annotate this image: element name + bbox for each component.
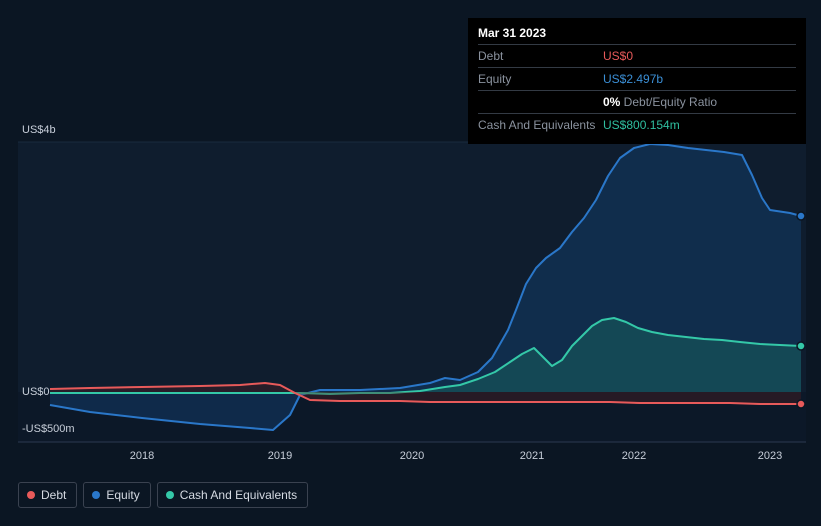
legend-item-debt[interactable]: Debt bbox=[18, 482, 77, 508]
x-axis-label: 2023 bbox=[758, 450, 782, 462]
legend-label: Cash And Equivalents bbox=[180, 488, 297, 502]
tooltip-row-ratio: 0% Debt/Equity Ratio bbox=[478, 90, 796, 113]
x-axis-label: 2018 bbox=[130, 450, 154, 462]
tooltip-value-debt: US$0 bbox=[603, 48, 796, 64]
tooltip-label-cash: Cash And Equivalents bbox=[478, 117, 603, 133]
chart-legend: Debt Equity Cash And Equivalents bbox=[18, 482, 308, 508]
x-axis-label: 2021 bbox=[520, 450, 544, 462]
legend-dot-icon bbox=[92, 491, 100, 499]
tooltip-row-debt: Debt US$0 bbox=[478, 44, 796, 67]
y-axis-label: -US$500m bbox=[22, 423, 75, 435]
tooltip-row-equity: Equity US$2.497b bbox=[478, 67, 796, 90]
series-end-marker-debt bbox=[797, 400, 805, 408]
chart-tooltip: Mar 31 2023 Debt US$0 Equity US$2.497b 0… bbox=[468, 18, 806, 144]
legend-dot-icon bbox=[27, 491, 35, 499]
y-axis-label: US$4b bbox=[22, 124, 56, 136]
legend-dot-icon bbox=[166, 491, 174, 499]
financial-history-chart: US$4b US$0 -US$500m 2018 2019 2020 2021 2022 20… bbox=[0, 0, 821, 526]
x-axis-label: 2019 bbox=[268, 450, 292, 462]
x-axis-label: 2020 bbox=[400, 450, 424, 462]
tooltip-label-debt: Debt bbox=[478, 48, 603, 64]
tooltip-label-equity: Equity bbox=[478, 71, 603, 87]
tooltip-value-equity: US$2.497b bbox=[603, 71, 796, 87]
tooltip-value-ratio: 0% Debt/Equity Ratio bbox=[603, 94, 796, 110]
tooltip-row-cash: Cash And Equivalents US$800.154m bbox=[478, 113, 796, 136]
series-end-marker-cash-and-equivalents bbox=[797, 342, 805, 350]
tooltip-label-ratio bbox=[478, 94, 603, 110]
legend-label: Debt bbox=[41, 488, 66, 502]
y-axis-label: US$0 bbox=[22, 386, 50, 398]
x-axis-label: 2022 bbox=[622, 450, 646, 462]
tooltip-value-cash: US$800.154m bbox=[603, 117, 796, 133]
tooltip-date: Mar 31 2023 bbox=[478, 26, 796, 44]
legend-label: Equity bbox=[106, 488, 139, 502]
series-end-marker-equity bbox=[797, 212, 805, 220]
legend-item-cash-and-equivalents[interactable]: Cash And Equivalents bbox=[157, 482, 308, 508]
legend-item-equity[interactable]: Equity bbox=[83, 482, 150, 508]
